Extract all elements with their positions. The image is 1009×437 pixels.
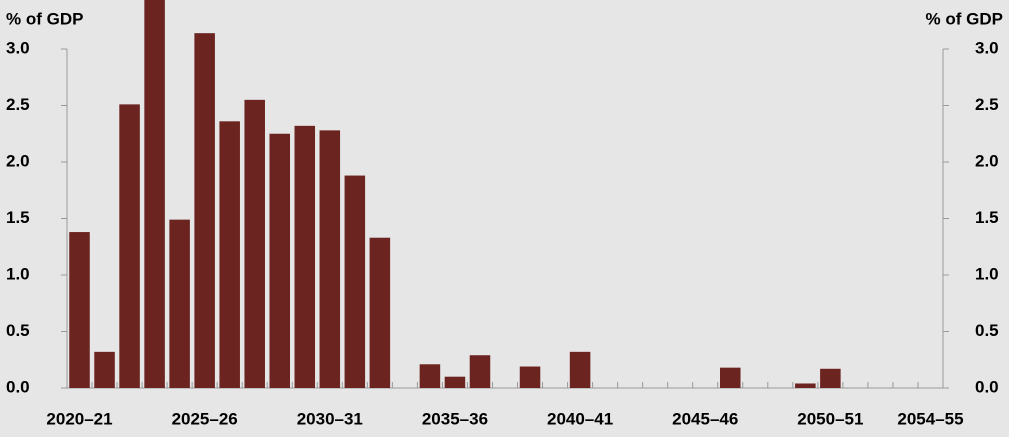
x-tick-label: 2045–46 bbox=[672, 409, 738, 428]
bar bbox=[69, 232, 90, 388]
y-tick-label: 0.5 bbox=[6, 321, 30, 340]
bar bbox=[144, 0, 165, 388]
bar bbox=[519, 366, 541, 388]
x-tick-label: 2054–55 bbox=[897, 409, 963, 428]
bar bbox=[219, 121, 240, 388]
y-tick-label: 0.0 bbox=[6, 377, 30, 396]
x-tick-label: 2025–26 bbox=[172, 409, 238, 428]
y2-tick-label: 3.0 bbox=[975, 38, 999, 57]
x-tick-label: 2050–51 bbox=[797, 409, 863, 428]
bar bbox=[269, 133, 291, 388]
y-axis-label: % of GDP bbox=[6, 9, 83, 28]
y-tick-label: 3.0 bbox=[6, 38, 30, 57]
y-tick-label: 2.5 bbox=[6, 95, 30, 114]
bar bbox=[795, 383, 816, 388]
bar bbox=[820, 368, 841, 388]
y2-axis-label: % of GDP bbox=[926, 9, 1003, 28]
bar bbox=[419, 364, 441, 388]
bar bbox=[319, 130, 341, 389]
bar bbox=[244, 99, 265, 388]
bar bbox=[719, 367, 741, 388]
y2-tick-label: 0.5 bbox=[975, 321, 999, 340]
x-tick-label: 2030–31 bbox=[297, 409, 363, 428]
y2-tick-label: 2.0 bbox=[975, 151, 999, 170]
bar bbox=[194, 33, 215, 389]
x-tick-label: 2040–41 bbox=[547, 409, 613, 428]
bar bbox=[94, 351, 115, 388]
bar bbox=[119, 104, 140, 389]
bar bbox=[444, 376, 466, 388]
bar bbox=[569, 351, 591, 388]
y-tick-label: 1.0 bbox=[6, 264, 30, 283]
y2-tick-label: 1.5 bbox=[975, 208, 999, 227]
y-tick-label: 1.5 bbox=[6, 208, 30, 227]
bar bbox=[169, 219, 190, 388]
bar bbox=[469, 355, 491, 388]
x-tick-label: 2020–21 bbox=[46, 409, 112, 428]
bar bbox=[294, 125, 316, 388]
y2-tick-label: 0.0 bbox=[975, 377, 999, 396]
x-tick-label: 2035–36 bbox=[422, 409, 488, 428]
y-tick-label: 2.0 bbox=[6, 151, 30, 170]
y2-tick-label: 1.0 bbox=[975, 264, 999, 283]
bar bbox=[369, 237, 391, 388]
bar bbox=[344, 175, 366, 388]
y2-tick-label: 2.5 bbox=[975, 95, 999, 114]
